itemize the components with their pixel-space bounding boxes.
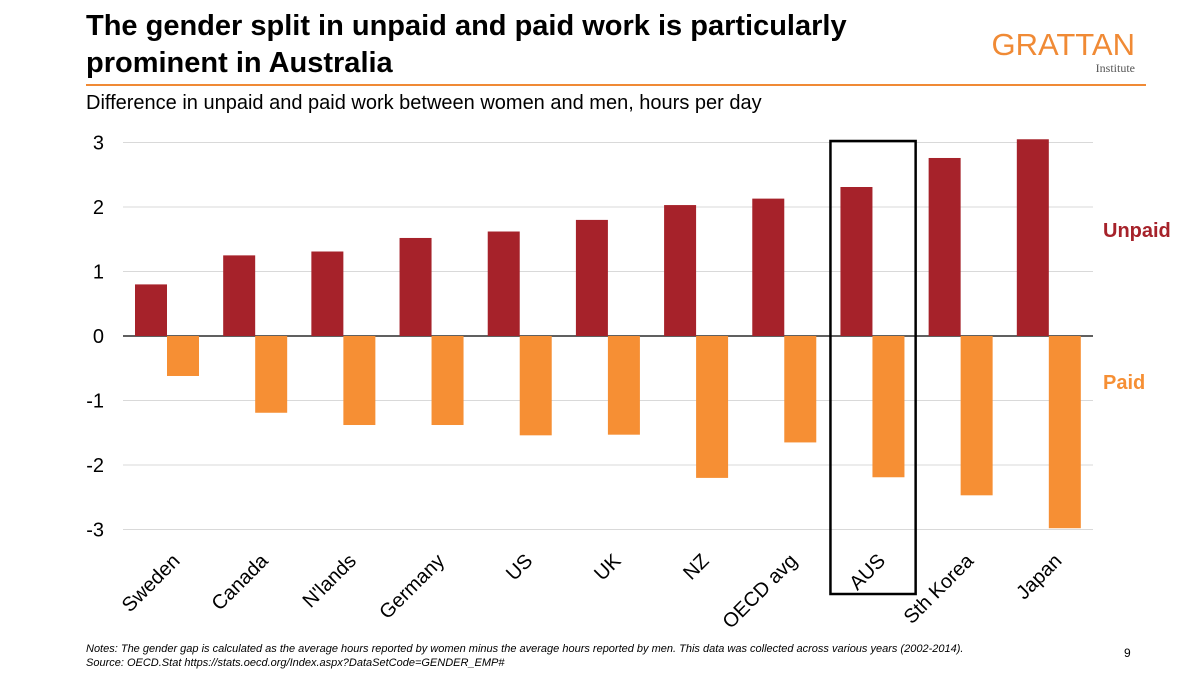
bar-paid (1048, 336, 1081, 529)
legend-paid: Paid (1103, 372, 1146, 394)
bar-unpaid (223, 255, 256, 336)
x-tick-label: UK (590, 550, 626, 586)
chart-subtitle: Difference in unpaid and paid work betwe… (86, 92, 762, 114)
bar-paid (255, 336, 288, 413)
logo-wordmark: GRATTAN (991, 27, 1135, 62)
x-tick-label: US (502, 550, 537, 585)
x-axis-labels: Sweden Canada N'lands Germany US UK NZ OECD avg… (118, 549, 1066, 633)
notes-text: Notes: The gender gap is calculated as t… (86, 643, 964, 655)
page-number: 9 (1124, 646, 1131, 660)
bar-unpaid (752, 198, 785, 336)
bar-paid (960, 336, 993, 496)
bar-unpaid (311, 251, 344, 336)
highlight-box (829, 139, 917, 596)
highlight-box-group (829, 139, 917, 596)
bar-unpaid (135, 284, 167, 336)
bar-unpaid (399, 237, 432, 336)
y-tick-label: 2 (93, 197, 104, 219)
x-tick-label: Japan (1012, 550, 1066, 604)
bar-unpaid (664, 205, 697, 336)
source-text: Source: OECD.Stat https://stats.oecd.org… (86, 657, 505, 669)
x-tick-label: Sth Korea (900, 549, 979, 628)
bar-paid (784, 336, 817, 443)
x-tick-label: OECD avg (719, 550, 802, 633)
bar-unpaid (1016, 139, 1049, 336)
y-tick-label: -3 (86, 520, 104, 542)
x-tick-label: Canada (208, 549, 274, 615)
slide-title: The gender split in unpaid and paid work… (86, 10, 847, 79)
logo-subtitle: Institute (1095, 61, 1135, 75)
bar-unpaid (840, 187, 873, 336)
title-divider (86, 84, 1146, 86)
bar-paid (607, 336, 640, 435)
bar-paid (872, 336, 905, 478)
bar-paid (431, 336, 464, 426)
y-axis-ticks: 3 2 1 0 -1 -2 -3 (86, 133, 104, 542)
x-tick-label: Germany (375, 550, 449, 624)
grattan-logo: GRATTAN Institute (990, 27, 1135, 75)
bar-unpaid (487, 231, 520, 336)
y-tick-label: 1 (93, 262, 104, 284)
x-tick-label: AUS (845, 550, 890, 595)
bar-unpaid (928, 157, 961, 336)
y-tick-label: -2 (86, 455, 104, 477)
bar-paid (696, 336, 729, 478)
y-tick-label: 0 (93, 326, 104, 348)
bar-paid (519, 336, 552, 436)
y-tick-label: 3 (93, 133, 104, 155)
bar-unpaid (575, 219, 608, 336)
x-tick-label: NZ (679, 550, 713, 584)
y-tick-label: -1 (86, 391, 104, 413)
x-tick-label: Sweden (118, 550, 185, 617)
chart-notes: Notes: The gender gap is calculated as t… (86, 642, 1096, 670)
bars (135, 139, 1081, 529)
bar-paid (167, 336, 199, 376)
x-tick-label: N'lands (299, 550, 361, 612)
legend-unpaid: Unpaid (1103, 220, 1171, 242)
bar-paid (343, 336, 376, 426)
